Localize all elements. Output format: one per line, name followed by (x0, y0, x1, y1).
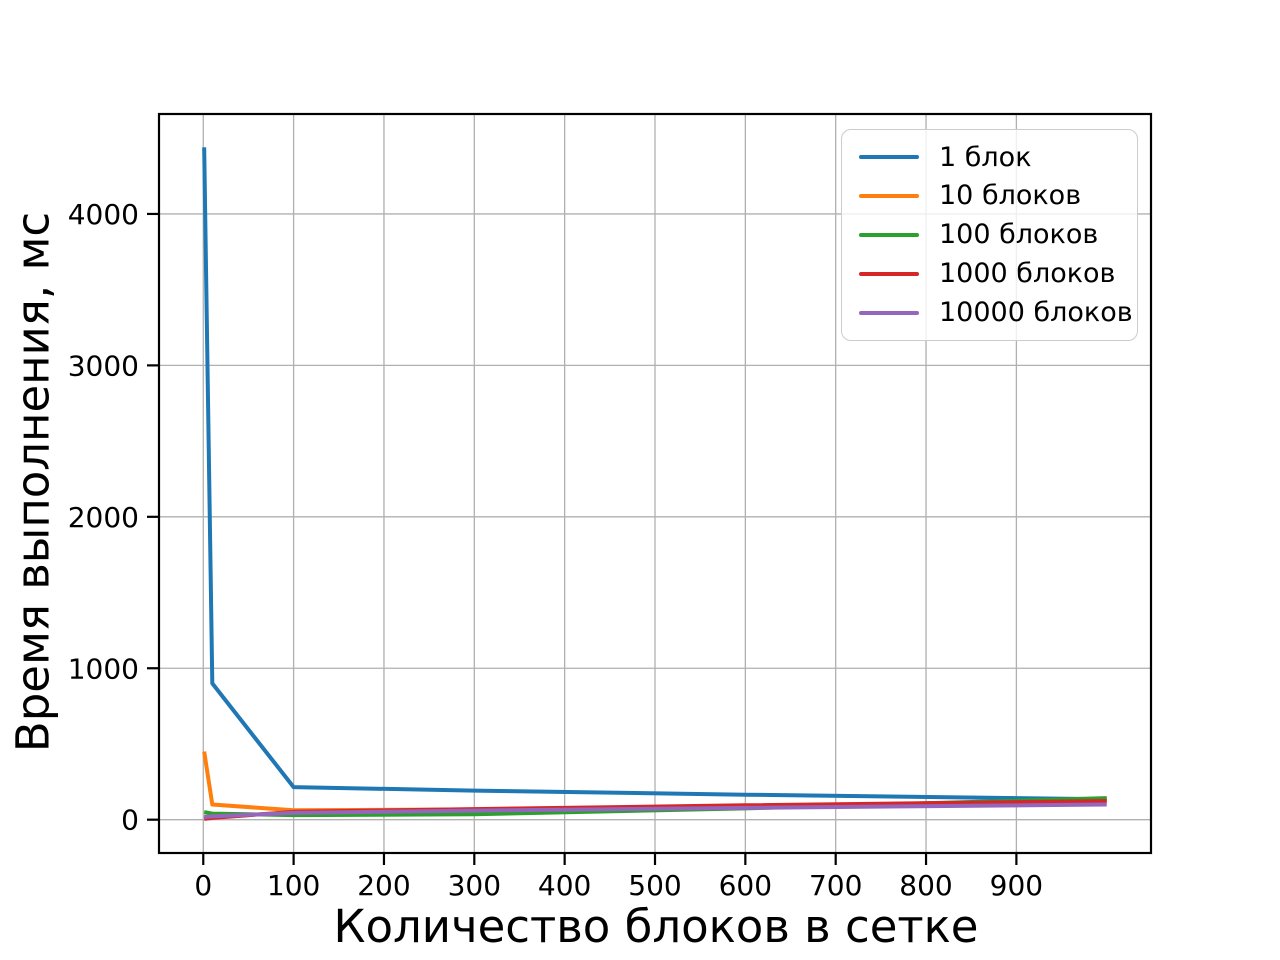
legend-line-swatch (859, 310, 919, 315)
legend-line-swatch (859, 155, 919, 160)
legend-item: 10 блоков (852, 181, 1127, 211)
x-tick-label: 500 (628, 869, 681, 902)
legend-line-swatch (859, 232, 919, 237)
y-tick-label: 1000 (68, 652, 139, 685)
legend-item: 100 блоков (852, 220, 1127, 250)
y-tick-label: 2000 (68, 501, 139, 534)
x-tick-label: 600 (719, 869, 772, 902)
y-axis-label: Время выполнения, мс (6, 211, 60, 753)
series-line-4 (204, 802, 1107, 819)
legend-line-swatch (859, 194, 919, 199)
legend-label: 1 блок (939, 141, 1032, 173)
legend-line-swatch (859, 271, 919, 276)
x-tick-label: 400 (538, 869, 591, 902)
legend-label: 10 блоков (939, 180, 1082, 212)
legend-item: 1 блок (852, 141, 1127, 173)
y-tick-label: 4000 (68, 198, 139, 231)
x-tick-label: 100 (267, 869, 320, 902)
series-line-0 (202, 147, 1107, 802)
x-tick-label: 0 (194, 869, 212, 902)
x-tick-label: 300 (448, 869, 501, 902)
legend: 1 блок 10 блоков 100 блоков 1000 блоков … (841, 129, 1138, 341)
x-tick-label: 900 (990, 869, 1043, 902)
x-axis-label: Количество блоков в сетке (333, 900, 979, 953)
y-tick-label: 3000 (68, 349, 139, 382)
legend-label: 100 блоков (939, 219, 1099, 251)
legend-item: 1000 блоков (852, 259, 1127, 289)
x-tick-label: 800 (899, 869, 952, 902)
x-tick-label: 200 (357, 869, 410, 902)
legend-item: 10000 блоков (852, 298, 1133, 328)
x-tick-label: 700 (809, 869, 862, 902)
y-tick-label: 0 (121, 804, 139, 837)
legend-label: 1000 блоков (939, 257, 1116, 289)
legend-label: 10000 блоков (939, 296, 1133, 328)
